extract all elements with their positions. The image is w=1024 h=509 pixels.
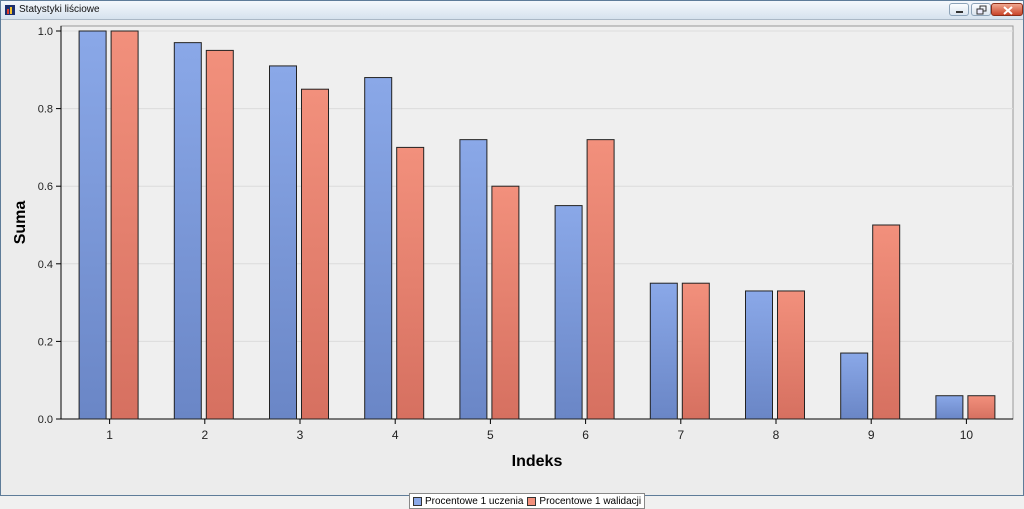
bar-series1-10 bbox=[935, 395, 964, 420]
chart-area: 0.0 0.2 0.4 0.6 0.8 1.0 1 2 3 4 5 6 7 8 9 10 Indeks Suma … bbox=[1, 20, 1023, 509]
x-tick-label: 2 bbox=[201, 428, 208, 442]
window-title: Statystyki liściowe bbox=[19, 4, 100, 15]
bar-chart: 0.0 0.2 0.4 0.6 0.8 1.0 1 2 3 4 5 6 7 8 9 10 Indeks Suma bbox=[12, 25, 1014, 470]
bar-series1-5 bbox=[459, 139, 488, 420]
bar-series2-5 bbox=[491, 185, 520, 420]
bar-series1-7 bbox=[649, 282, 678, 420]
x-tick-label: 7 bbox=[677, 428, 684, 442]
close-button[interactable] bbox=[991, 3, 1023, 16]
x-tick-label: 8 bbox=[773, 428, 780, 442]
bar-series1-6 bbox=[554, 205, 583, 420]
bar-series1-8 bbox=[745, 290, 773, 420]
bar-series2-1 bbox=[110, 30, 139, 420]
bar-series2-10 bbox=[967, 395, 996, 420]
y-tick-label: 0.0 bbox=[38, 414, 53, 426]
x-tick-label: 6 bbox=[582, 428, 589, 442]
restore-icon bbox=[976, 5, 987, 15]
plot-background bbox=[60, 25, 1014, 420]
legend: Procentowe 1 uczenia Procentowe 1 walida… bbox=[409, 493, 646, 509]
legend-label-series1: Procentowe 1 uczenia bbox=[425, 495, 524, 507]
x-tick-label: 5 bbox=[487, 428, 494, 442]
bar-series2-4 bbox=[396, 146, 425, 420]
x-tick-label: 1 bbox=[106, 428, 113, 442]
y-axis-label: Suma bbox=[12, 201, 29, 245]
bar-series1-1 bbox=[78, 30, 107, 420]
x-axis-label: Indeks bbox=[512, 453, 563, 470]
legend-item-series1: Procentowe 1 uczenia bbox=[413, 496, 523, 507]
legend-label-series2: Procentowe 1 walidacji bbox=[539, 495, 642, 507]
bar-series1-3 bbox=[269, 65, 297, 420]
minimize-button[interactable] bbox=[949, 3, 969, 16]
bar-series2-6 bbox=[586, 139, 615, 420]
bar-series2-2 bbox=[205, 49, 234, 420]
y-tick-label: 0.8 bbox=[38, 104, 53, 116]
legend-item-series2: Procentowe 1 walidacji bbox=[527, 496, 641, 507]
x-tick-label: 4 bbox=[392, 428, 399, 442]
restore-button[interactable] bbox=[971, 3, 991, 16]
y-tick-label: 0.6 bbox=[38, 181, 53, 193]
close-icon bbox=[1003, 6, 1013, 15]
x-tick-label: 9 bbox=[868, 428, 875, 442]
y-tick-label: 1.0 bbox=[38, 26, 53, 38]
minimize-icon bbox=[956, 11, 963, 13]
bar-series2-7 bbox=[681, 282, 710, 420]
y-tick-label: 0.2 bbox=[38, 336, 53, 348]
legend-swatch-series1 bbox=[413, 496, 422, 506]
y-tick-label: 0.4 bbox=[38, 259, 53, 271]
app-chart-icon bbox=[5, 5, 15, 15]
title-bar[interactable]: Statystyki liściowe bbox=[1, 1, 1023, 20]
bar-series1-4 bbox=[364, 77, 393, 420]
bar-series2-3 bbox=[301, 88, 329, 420]
legend-swatch-series2 bbox=[527, 496, 537, 506]
bar-series2-9 bbox=[872, 224, 901, 420]
bar-series2-8 bbox=[777, 290, 805, 420]
bar-series1-2 bbox=[173, 42, 202, 420]
x-tick-label: 10 bbox=[960, 428, 974, 442]
x-tick-label: 3 bbox=[297, 428, 304, 442]
bar-series1-9 bbox=[840, 352, 869, 420]
